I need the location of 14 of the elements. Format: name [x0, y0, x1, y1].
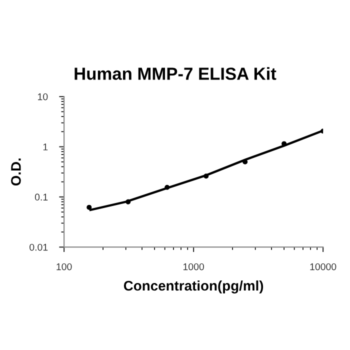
chart-title: Human MMP-7 ELISA Kit — [74, 67, 276, 80]
point — [164, 184, 170, 190]
x-tick-label: 100 — [56, 263, 72, 270]
y-tick-label: 1 — [43, 144, 48, 150]
point — [204, 174, 209, 179]
x-axis-title: Concentration(pg/ml) — [124, 280, 264, 294]
x-tick-label: 1000 — [183, 263, 204, 270]
y-axis-title: O.D. — [11, 158, 21, 186]
point — [86, 204, 92, 210]
x-tick-label: 10000 — [310, 263, 336, 270]
point — [126, 199, 131, 204]
y-tick-label: 0.01 — [30, 244, 48, 251]
y-tick-label: 0.1 — [34, 194, 48, 201]
y-tick-label: 10 — [38, 93, 48, 100]
